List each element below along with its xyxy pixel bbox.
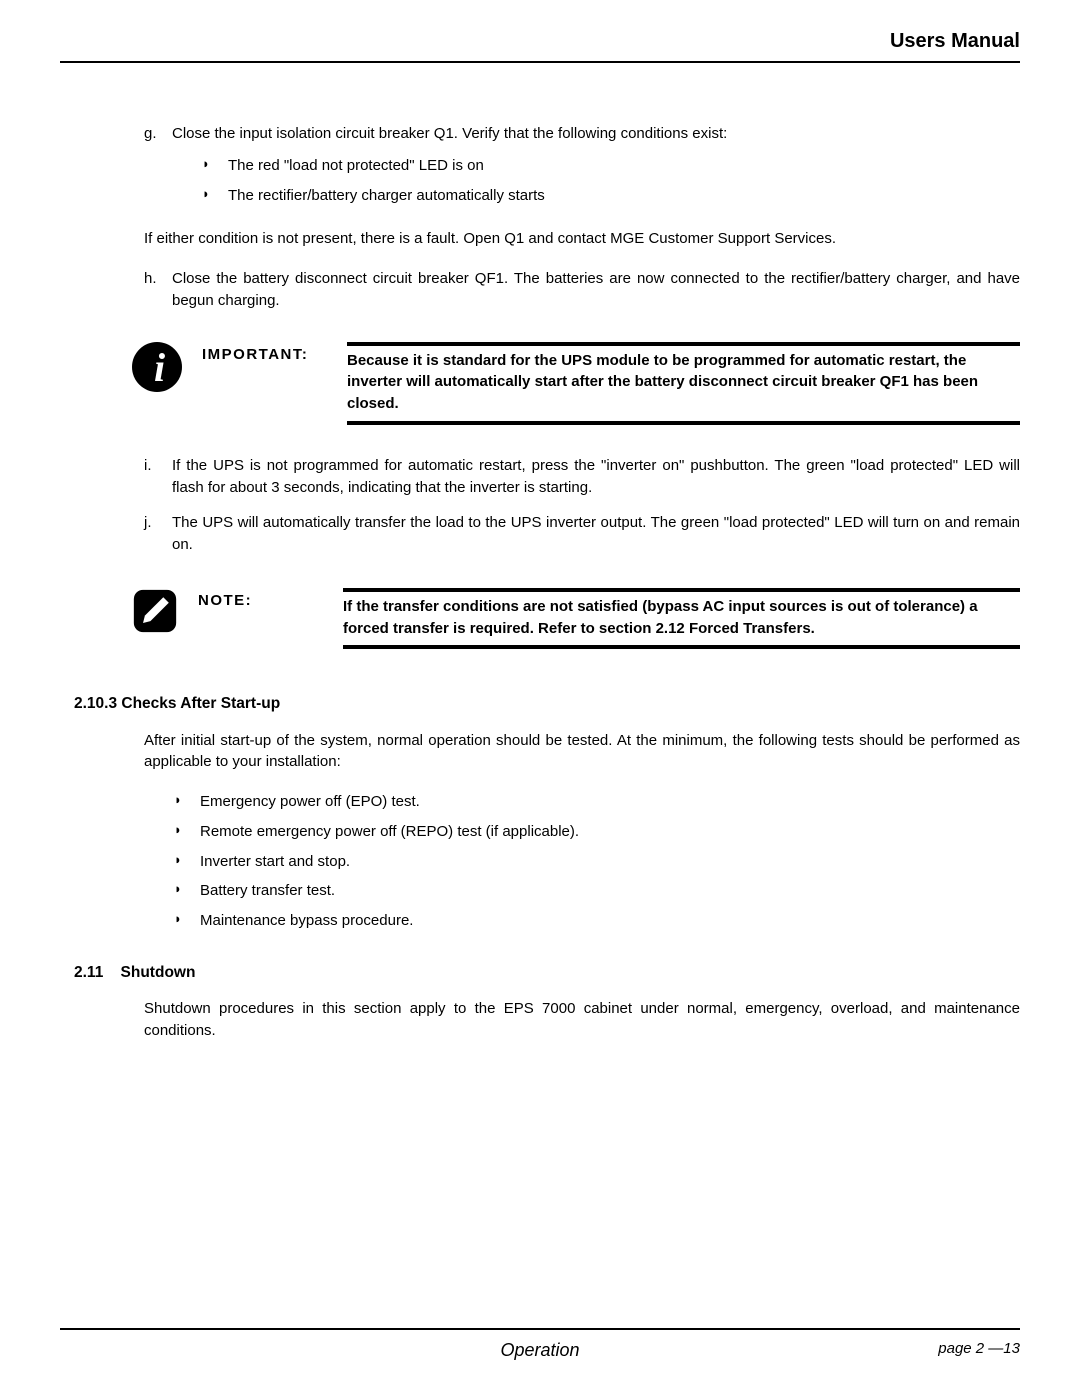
sublist-item: ◗ Maintenance bypass procedure. bbox=[144, 910, 1020, 932]
page-header: Users Manual bbox=[60, 30, 1020, 63]
bullet-icon: ◗ bbox=[174, 910, 200, 932]
bullet-icon: ◗ bbox=[174, 851, 200, 873]
list-item-g: g. Close the input isolation circuit bre… bbox=[60, 123, 1020, 216]
bullet-icon: ◗ bbox=[174, 791, 200, 813]
callout-label: IMPORTANT: bbox=[202, 342, 347, 366]
header-title: Users Manual bbox=[890, 30, 1020, 52]
section-heading-checks: 2.10.3 Checks After Start-up bbox=[60, 693, 1020, 715]
list-body: Close the input isolation circuit breake… bbox=[172, 123, 1020, 216]
list-body: The UPS will automatically transfer the … bbox=[172, 512, 1020, 556]
bullet-icon: ◗ bbox=[202, 185, 228, 207]
info-icon: i bbox=[132, 342, 182, 392]
callout-body: Because it is standard for the UPS modul… bbox=[347, 342, 1020, 425]
sublist-text: Remote emergency power off (REPO) test (… bbox=[200, 821, 579, 843]
callout-important: i IMPORTANT: Because it is standard for … bbox=[60, 342, 1020, 425]
section-intro-shutdown: Shutdown procedures in this section appl… bbox=[60, 998, 1020, 1042]
bullet-icon: ◗ bbox=[174, 880, 200, 902]
sublist-text: The red "load not protected" LED is on bbox=[228, 155, 484, 177]
sublist-item: ◗ Emergency power off (EPO) test. bbox=[144, 791, 1020, 813]
page-content: g. Close the input isolation circuit bre… bbox=[60, 63, 1020, 1042]
page: Users Manual g. Close the input isolatio… bbox=[0, 0, 1080, 1397]
sublist-item: ◗ The rectifier/battery charger automati… bbox=[172, 185, 1020, 207]
list-marker: g. bbox=[130, 123, 172, 216]
list-body: Close the battery disconnect circuit bre… bbox=[172, 268, 1020, 312]
footer-center: Operation bbox=[60, 1340, 1020, 1361]
sublist-item: ◗ Remote emergency power off (REPO) test… bbox=[144, 821, 1020, 843]
bullet-icon: ◗ bbox=[174, 821, 200, 843]
callout-label: NOTE: bbox=[198, 588, 343, 612]
footer-inner: Operation page 2 —13 bbox=[60, 1340, 1020, 1357]
sublist-text: Maintenance bypass procedure. bbox=[200, 910, 413, 932]
sublist-item: ◗ Inverter start and stop. bbox=[144, 851, 1020, 873]
list-item-j: j. The UPS will automatically transfer t… bbox=[60, 512, 1020, 556]
sublist-text: Battery transfer test. bbox=[200, 880, 335, 902]
section-intro-checks: After initial start-up of the system, no… bbox=[60, 730, 1020, 774]
list-text: Close the input isolation circuit breake… bbox=[172, 125, 727, 142]
sublist-text: Emergency power off (EPO) test. bbox=[200, 791, 420, 813]
sublist-text: Inverter start and stop. bbox=[200, 851, 350, 873]
list-body: If the UPS is not programmed for automat… bbox=[172, 455, 1020, 499]
list-item-i: i. If the UPS is not programmed for auto… bbox=[60, 455, 1020, 499]
sublist-item: ◗ Battery transfer test. bbox=[144, 880, 1020, 902]
footer-page-number: page 2 —13 bbox=[938, 1340, 1020, 1357]
checks-bullets: ◗ Emergency power off (EPO) test. ◗ Remo… bbox=[60, 791, 1020, 932]
section-heading-shutdown: 2.11 Shutdown bbox=[60, 962, 1020, 984]
sublist-item: ◗ The red "load not protected" LED is on bbox=[172, 155, 1020, 177]
bullet-icon: ◗ bbox=[202, 155, 228, 177]
list-item-h: h. Close the battery disconnect circuit … bbox=[60, 268, 1020, 312]
list-marker: h. bbox=[130, 268, 172, 312]
svg-text:i: i bbox=[154, 345, 165, 390]
callout-note: NOTE: If the transfer conditions are not… bbox=[60, 588, 1020, 650]
sublist-g: ◗ The red "load not protected" LED is on… bbox=[172, 155, 1020, 207]
note-icon bbox=[132, 588, 178, 634]
page-footer: Operation page 2 —13 bbox=[60, 1328, 1020, 1357]
fault-note: If either condition is not present, ther… bbox=[60, 228, 1020, 250]
list-marker: j. bbox=[130, 512, 172, 556]
callout-body: If the transfer conditions are not satis… bbox=[343, 588, 1020, 650]
list-marker: i. bbox=[130, 455, 172, 499]
sublist-text: The rectifier/battery charger automatica… bbox=[228, 185, 545, 207]
